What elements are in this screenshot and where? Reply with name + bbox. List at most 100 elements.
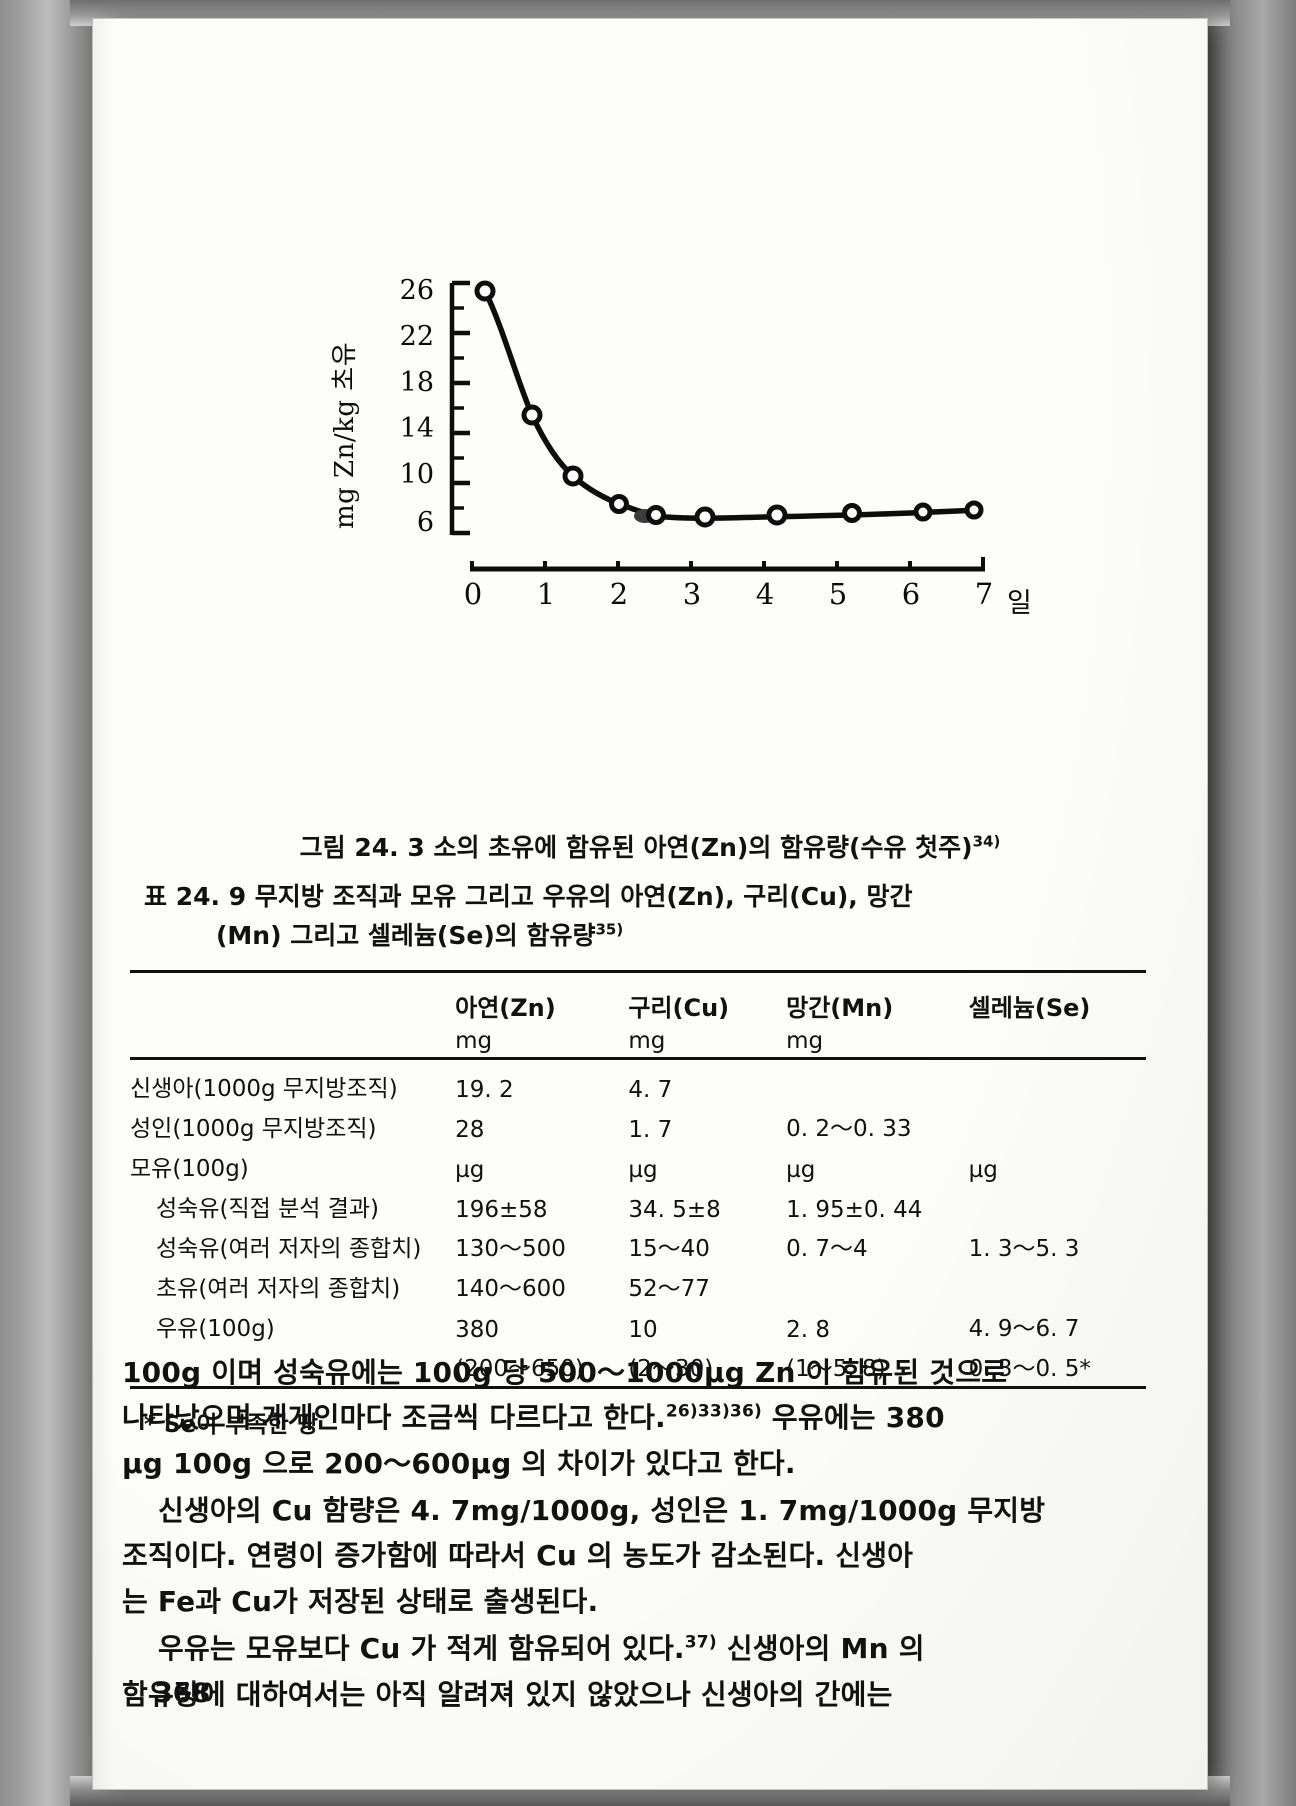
- p3-line1b: 신생아의 Mn 의: [716, 1632, 925, 1666]
- unit-name: [130, 1025, 455, 1059]
- cell-name: 성인(1000g 무지방조직): [130, 1115, 377, 1142]
- cell-cu: 4. 7: [628, 1076, 673, 1103]
- table-title: 표 24. 9 무지방 조직과 모유 그리고 우유의 아연(Zn), 구리(Cu…: [92, 878, 1208, 956]
- th-se: 셀레늄(Se): [968, 993, 1091, 1022]
- y-axis-major-ticks: [452, 280, 470, 536]
- y-tick-14: 14: [399, 413, 434, 444]
- y-tick-22: 22: [399, 321, 434, 352]
- cell-se: 4. 9〜6. 7: [968, 1315, 1080, 1342]
- book-edge-right: [1208, 0, 1296, 1806]
- p1-line1: 100g 이며 성숙유에는 100g 당 500〜1000µg Zn 이 함유된…: [122, 1356, 1008, 1389]
- p1-line2a: 나타났으며 개개인마다 조금씩 다르다고 한다.: [122, 1401, 666, 1435]
- table-24-9: 표 24. 9 무지방 조직과 모유 그리고 우유의 아연(Zn), 구리(Cu…: [92, 878, 1208, 1439]
- table-title-line1: 표 24. 9 무지방 조직과 모유 그리고 우유의 아연(Zn), 구리(Cu…: [144, 882, 913, 911]
- unit-cu: mg: [628, 1027, 666, 1054]
- table-row: 우유(100g) 380 10 2. 8 4. 9〜6. 7: [130, 1306, 1146, 1346]
- p2-line3: 는 Fe과 Cu가 저장된 상태로 출생된다.: [122, 1584, 599, 1618]
- cell-mn: 1. 95±0. 44: [786, 1196, 923, 1223]
- table-row: 성숙유(여러 저자의 종합치) 130〜500 15〜40 0. 7〜4 1. …: [130, 1226, 1146, 1266]
- paragraph-3: 우유는 모유보다 Cu 가 적게 함유되어 있다.37) 신생아의 Mn 의 함…: [122, 1626, 1142, 1717]
- y-tick-10: 10: [399, 459, 434, 490]
- table-header-row: 아연(Zn) 구리(Cu) 망간(Mn) 셀레늄(Se): [130, 979, 1146, 1025]
- cell-name: 초유(여러 저자의 종합치): [156, 1275, 401, 1302]
- table-rule-mid: [130, 1056, 1146, 1066]
- cell-mn: 0. 7〜4: [786, 1235, 868, 1262]
- cell-name: 성숙유(여러 저자의 종합치): [156, 1235, 422, 1262]
- y-axis-minor-ticks: [452, 306, 464, 510]
- table-row: 초유(여러 저자의 종합치) 140〜600 52〜77: [130, 1266, 1146, 1306]
- nutrient-table: 아연(Zn) 구리(Cu) 망간(Mn) 셀레늄(Se) mg mg mg: [130, 969, 1146, 1395]
- table-rule-bottom: [130, 1385, 1146, 1395]
- table-row: 성숙유(직접 분석 결과) 196±58 34. 5±8 1. 95±0. 44: [130, 1186, 1146, 1226]
- p1-line3: µg 100g 으로 200〜600µg 의 차이가 있다고 한다.: [122, 1446, 796, 1480]
- y-tick-6: 6: [416, 507, 434, 538]
- p1-ref: 26)33)36): [665, 1402, 762, 1423]
- cell-name: 모유(100g): [130, 1155, 249, 1182]
- table-title-line2: (Mn) 그리고 셀레늄(Se)의 함유량: [216, 920, 596, 950]
- cell-mn: (1〜5. 8): [786, 1355, 886, 1382]
- p3-line1a: 우유는 모유보다 Cu 가 적게 함유되어 있다.: [158, 1632, 685, 1666]
- cell-cu: (2〜30): [628, 1355, 714, 1382]
- cell-mn: µg: [786, 1156, 816, 1183]
- table-unit-row: mg mg mg: [130, 1025, 1146, 1059]
- cell-zn: 196±58: [455, 1196, 548, 1223]
- figure-24-3: mg Zn/kg 초유 26 22 18 14 10 6: [92, 243, 1208, 862]
- paragraph-1: 100g 이며 성숙유에는 100g 당 500〜1000µg Zn 이 함유된…: [122, 1350, 1142, 1486]
- chart-plot-svg: [449, 280, 985, 572]
- x-tick-0: 0: [463, 577, 483, 611]
- cell-name: 우유(100g): [156, 1315, 275, 1342]
- cell-cu: 15〜40: [628, 1235, 710, 1262]
- cell-zn: 19. 2: [455, 1076, 514, 1103]
- table-row: (200〜650) (2〜30) (1〜5. 8) 0. 3〜0. 5*: [130, 1346, 1146, 1388]
- cell-zn: 380: [455, 1316, 500, 1343]
- book-edge-left: [0, 0, 104, 1806]
- th-zn: 아연(Zn): [455, 993, 556, 1022]
- p3-line2: 함유량에 대하여서는 아직 알려져 있지 않았으나 신생아의 간에는: [122, 1677, 893, 1711]
- cell-zn: 28: [455, 1116, 485, 1143]
- chart-y-axis-label: mg Zn/kg 초유: [330, 341, 360, 529]
- cell-mn: 0. 2〜0. 33: [786, 1115, 912, 1142]
- chart-area: mg Zn/kg 초유 26 22 18 14 10 6: [92, 243, 1208, 619]
- th-mn: 망간(Mn): [786, 993, 894, 1022]
- table-title-line2-wrap: (Mn) 그리고 셀레늄(Se)의 함유량35): [144, 917, 1208, 956]
- document-page: mg Zn/kg 초유 26 22 18 14 10 6: [92, 18, 1208, 1790]
- page-content: mg Zn/kg 초유 26 22 18 14 10 6: [92, 18, 1208, 1790]
- table-row: 신생아(1000g 무지방조직) 19. 2 4. 7: [130, 1066, 1146, 1106]
- cell-se: [969, 1266, 1146, 1306]
- x-tick-3: 3: [682, 577, 702, 611]
- cell-mn: [786, 1066, 969, 1106]
- unit-se: [969, 1025, 1146, 1059]
- x-tick-4: 4: [755, 577, 775, 611]
- cell-mn: 2. 8: [786, 1316, 830, 1343]
- table-rule-top: [130, 969, 1146, 979]
- th-cu: 구리(Cu): [628, 993, 730, 1022]
- unit-mn: mg: [786, 1027, 824, 1054]
- x-axis-unit-label: 일: [1007, 588, 1032, 619]
- cell-zn: (200〜650): [455, 1355, 584, 1382]
- table-row: 모유(100g) µg µg µg µg: [130, 1146, 1146, 1186]
- cell-zn: µg: [455, 1156, 485, 1183]
- cell-se: µg: [968, 1156, 998, 1183]
- cell-se: [969, 1186, 1146, 1226]
- y-tick-18: 18: [399, 367, 434, 398]
- cell-cu: 52〜77: [628, 1275, 710, 1302]
- table-footnote: * Se이 부족한 땅: [144, 1411, 319, 1438]
- cell-cu: 10: [628, 1316, 658, 1343]
- body-text: 100g 이며 성숙유에는 100g 당 500〜1000µg Zn 이 함유된…: [92, 1350, 1208, 1719]
- cell-zn: 140〜600: [455, 1275, 566, 1302]
- data-line-zn: [482, 288, 983, 521]
- table-title-ref: 35): [595, 920, 624, 939]
- figure-caption-ref: 34): [972, 832, 1001, 851]
- cell-se: [969, 1066, 1146, 1106]
- x-tick-1: 1: [536, 577, 556, 611]
- cell-name: 신생아(1000g 무지방조직): [130, 1075, 398, 1102]
- x-axis-ticks: [470, 557, 985, 569]
- p3-ref: 37): [684, 1632, 717, 1653]
- cell-zn: 130〜500: [455, 1235, 566, 1262]
- p1-line2b: 우유에는 380: [761, 1401, 945, 1435]
- cell-mn: [786, 1266, 969, 1306]
- page-number: 368: [154, 1678, 211, 1709]
- cell-cu: 34. 5±8: [628, 1196, 721, 1223]
- cell-se: [969, 1106, 1146, 1146]
